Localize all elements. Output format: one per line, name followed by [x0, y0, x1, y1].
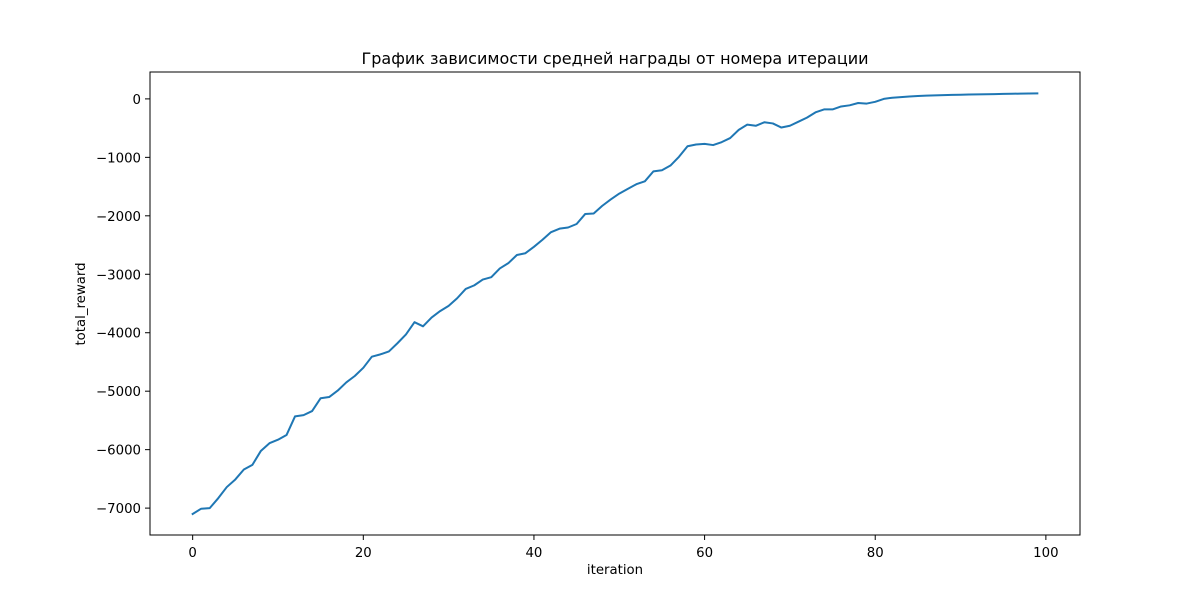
x-tick-label: 0	[188, 546, 196, 561]
chart-title: График зависимости средней награды от но…	[361, 49, 868, 68]
y-tick-label: 0	[133, 93, 141, 108]
y-tick-label: −2000	[96, 210, 141, 225]
series-line	[191, 92, 1039, 516]
x-tick-label: 40	[525, 546, 542, 561]
y-axis-label: total_reward	[74, 262, 89, 345]
y-tick-label: −5000	[96, 385, 141, 400]
plot-area	[191, 92, 1039, 516]
y-tick-label: −6000	[96, 444, 141, 459]
y-tick-label: −1000	[96, 151, 141, 166]
y-axis: −7000 −6000 −5000 −4000 −3000 −2000 −1000 0	[96, 93, 150, 517]
x-tick-label: 100	[1033, 546, 1058, 561]
x-tick-label: 20	[355, 546, 372, 561]
y-tick-label: −4000	[96, 327, 141, 342]
x-axis: 0 20 40 60 80 100	[188, 535, 1059, 561]
y-tick-label: −3000	[96, 268, 141, 283]
x-tick-label: 80	[867, 546, 884, 561]
x-axis-label: iteration	[587, 563, 643, 578]
y-tick-label: −7000	[96, 502, 141, 517]
plot-frame	[149, 71, 1081, 536]
x-tick-label: 60	[696, 546, 713, 561]
